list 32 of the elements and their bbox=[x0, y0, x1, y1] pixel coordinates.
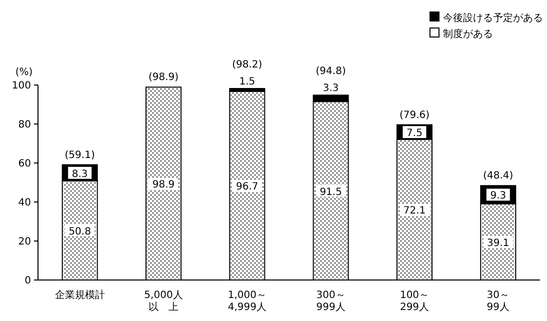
x-tick-label: 企業規模計 bbox=[54, 289, 105, 301]
legend-label: 今後設ける予定がある bbox=[443, 12, 543, 24]
x-tick-label: 100～299人 bbox=[400, 290, 430, 313]
total-label: (48.4) bbox=[483, 170, 514, 182]
data-label: 1.5 bbox=[239, 76, 256, 88]
y-tick-label: 60 bbox=[18, 158, 31, 170]
y-axis-title: (%) bbox=[15, 67, 33, 78]
total-label: (98.9) bbox=[148, 72, 179, 84]
x-tick-label: 30～99人 bbox=[486, 290, 510, 313]
data-label: 72.1 bbox=[403, 206, 426, 217]
total-label: (59.1) bbox=[64, 150, 95, 161]
y-tick-label: 100 bbox=[12, 80, 31, 92]
data-label: 3.3 bbox=[322, 83, 339, 94]
data-label: 8.3 bbox=[72, 168, 88, 180]
y-tick-label: 40 bbox=[18, 198, 31, 208]
total-label: (79.6) bbox=[399, 110, 430, 121]
data-label: 39.1 bbox=[487, 238, 510, 249]
y-tick-label: 0 bbox=[24, 276, 31, 286]
data-label: 9.3 bbox=[490, 190, 506, 202]
data-label: 96.7 bbox=[236, 182, 258, 193]
x-tick-label: 1,000～4,999人 bbox=[228, 290, 266, 313]
legend-label: 制度がある bbox=[443, 28, 493, 40]
total-label: (98.2) bbox=[232, 60, 262, 71]
data-label: 7.5 bbox=[406, 128, 422, 140]
x-tick-label: 5,000人以 上 bbox=[144, 290, 183, 313]
total-label: (94.8) bbox=[316, 66, 346, 78]
x-tick-label: 300～999人 bbox=[316, 290, 346, 313]
data-label: 91.5 bbox=[320, 186, 342, 198]
y-tick-label: 80 bbox=[18, 120, 31, 130]
data-label: 50.8 bbox=[68, 226, 91, 238]
y-tick-label: 20 bbox=[18, 236, 31, 248]
data-label: 98.9 bbox=[152, 180, 175, 191]
